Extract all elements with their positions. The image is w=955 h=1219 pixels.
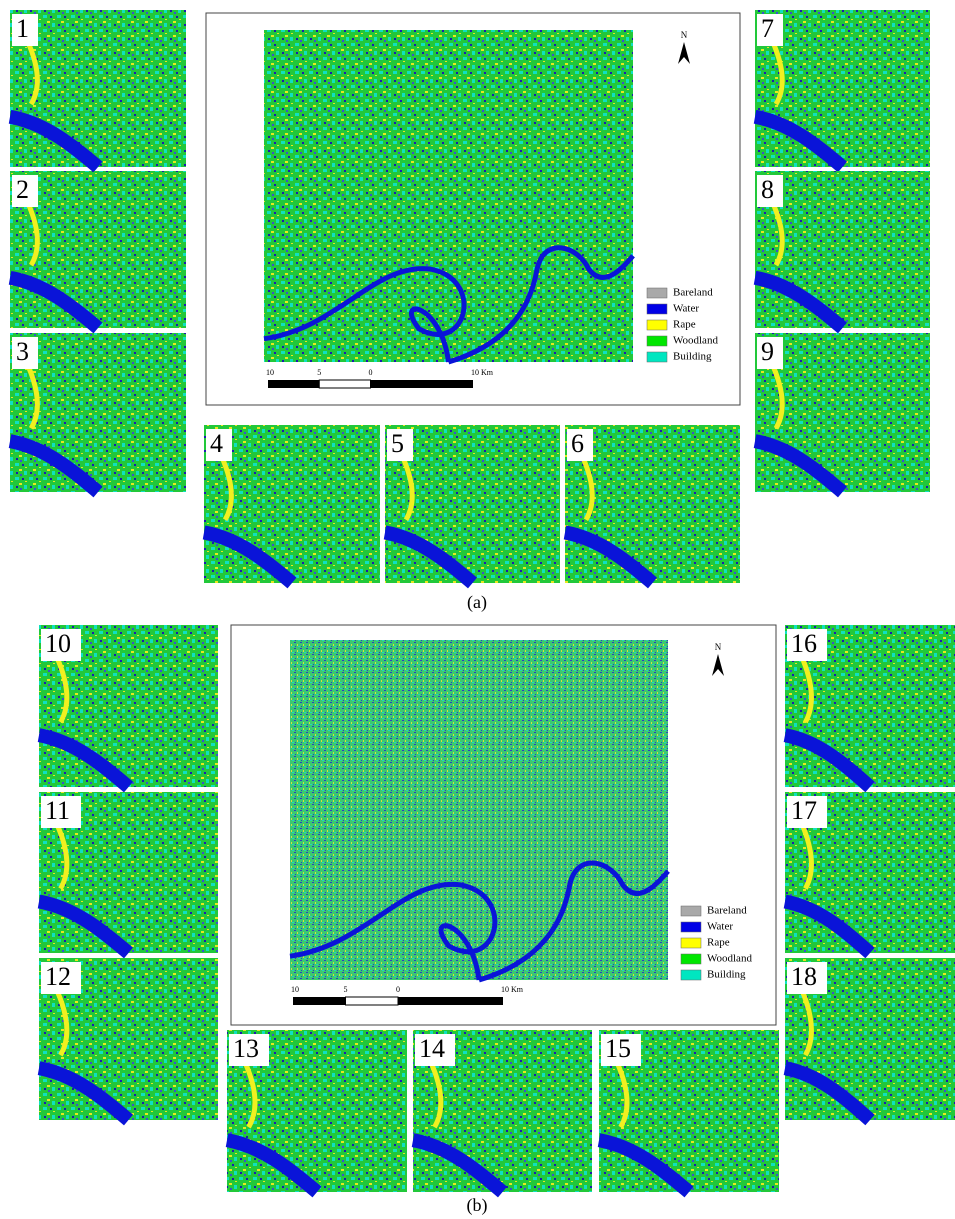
tile-label: 17 xyxy=(791,796,817,825)
map-tile: 17 xyxy=(785,792,955,953)
legend-swatch xyxy=(647,288,667,298)
north-label: N xyxy=(715,642,722,652)
map-tile: 9 xyxy=(755,333,930,492)
map-tile: 10 xyxy=(39,625,218,787)
tile-label: 15 xyxy=(605,1034,631,1063)
map-tile: 16 xyxy=(785,625,955,787)
tile-label: 2 xyxy=(16,175,29,204)
tile-label: 12 xyxy=(45,962,71,991)
legend-swatch xyxy=(647,304,667,314)
legend-swatch xyxy=(647,320,667,330)
legend-label: Bareland xyxy=(673,287,713,299)
tile-label: 5 xyxy=(391,429,404,458)
scale-label: 10 Km xyxy=(471,368,494,377)
legend-label: Rape xyxy=(707,937,730,949)
tile-label: 6 xyxy=(571,429,584,458)
legend-swatch xyxy=(647,352,667,362)
legend-label: Water xyxy=(707,921,733,933)
map-tile: 5 xyxy=(385,425,560,583)
scale-label: 5 xyxy=(344,985,348,994)
overview-map xyxy=(290,640,668,980)
map-tile: 1 xyxy=(10,10,186,167)
tile-label: 10 xyxy=(45,629,71,658)
map-tile: 4 xyxy=(204,425,380,583)
legend-label: Rape xyxy=(673,319,696,331)
legend-swatch xyxy=(681,970,701,980)
scale-bar xyxy=(371,380,474,388)
scale-bar xyxy=(319,380,370,388)
scale-label: 5 xyxy=(317,368,321,377)
caption: (a) xyxy=(467,592,487,613)
map-tile: 3 xyxy=(10,333,186,492)
caption: (b) xyxy=(467,1195,488,1216)
legend-label: Building xyxy=(673,351,712,363)
tile-label: 9 xyxy=(761,337,774,366)
tile-label: 3 xyxy=(16,337,29,366)
page: {"panels":[ {"caption":"(a)","tiles":["1… xyxy=(0,0,955,1219)
map-tile: 11 xyxy=(39,792,218,953)
map-tile: 7 xyxy=(755,10,930,167)
scale-bar xyxy=(398,997,503,1005)
tile-label: 1 xyxy=(16,14,29,43)
map-tile: 14 xyxy=(413,1030,592,1192)
scale-bar xyxy=(268,380,319,388)
scale-label: 10 xyxy=(291,985,299,994)
legend-swatch xyxy=(681,922,701,932)
map-tile: 13 xyxy=(227,1030,407,1192)
tile-label: 16 xyxy=(791,629,817,658)
scale-label: 0 xyxy=(396,985,400,994)
scale-label: 10 xyxy=(266,368,274,377)
legend-swatch xyxy=(681,938,701,948)
north-label: N xyxy=(681,30,688,40)
legend-label: Woodland xyxy=(707,953,752,965)
tile-label: 11 xyxy=(45,796,70,825)
scale-label: 0 xyxy=(369,368,373,377)
tile-label: 14 xyxy=(419,1034,445,1063)
legend-swatch xyxy=(647,336,667,346)
scale-label: 10 Km xyxy=(501,985,524,994)
scale-bar xyxy=(293,997,346,1005)
tile-label: 4 xyxy=(210,429,223,458)
legend-label: Bareland xyxy=(707,905,747,917)
legend-swatch xyxy=(681,906,701,916)
map-tile: 2 xyxy=(10,171,186,328)
legend-label: Woodland xyxy=(673,335,718,347)
overview-map xyxy=(264,30,633,362)
tile-label: 7 xyxy=(761,14,774,43)
map-tile: 12 xyxy=(39,958,218,1120)
scale-bar xyxy=(346,997,399,1005)
figure: 123456789NBarelandWaterRapeWoodlandBuild… xyxy=(0,0,955,1219)
tile-label: 13 xyxy=(233,1034,259,1063)
map-tile: 15 xyxy=(599,1030,779,1192)
legend-swatch xyxy=(681,954,701,964)
map-tile: 18 xyxy=(785,958,955,1120)
map-tile: 8 xyxy=(755,171,930,328)
tile-label: 18 xyxy=(791,962,817,991)
tile-label: 8 xyxy=(761,175,774,204)
legend-label: Water xyxy=(673,303,699,315)
map-tile: 6 xyxy=(565,425,740,583)
legend-label: Building xyxy=(707,969,746,981)
